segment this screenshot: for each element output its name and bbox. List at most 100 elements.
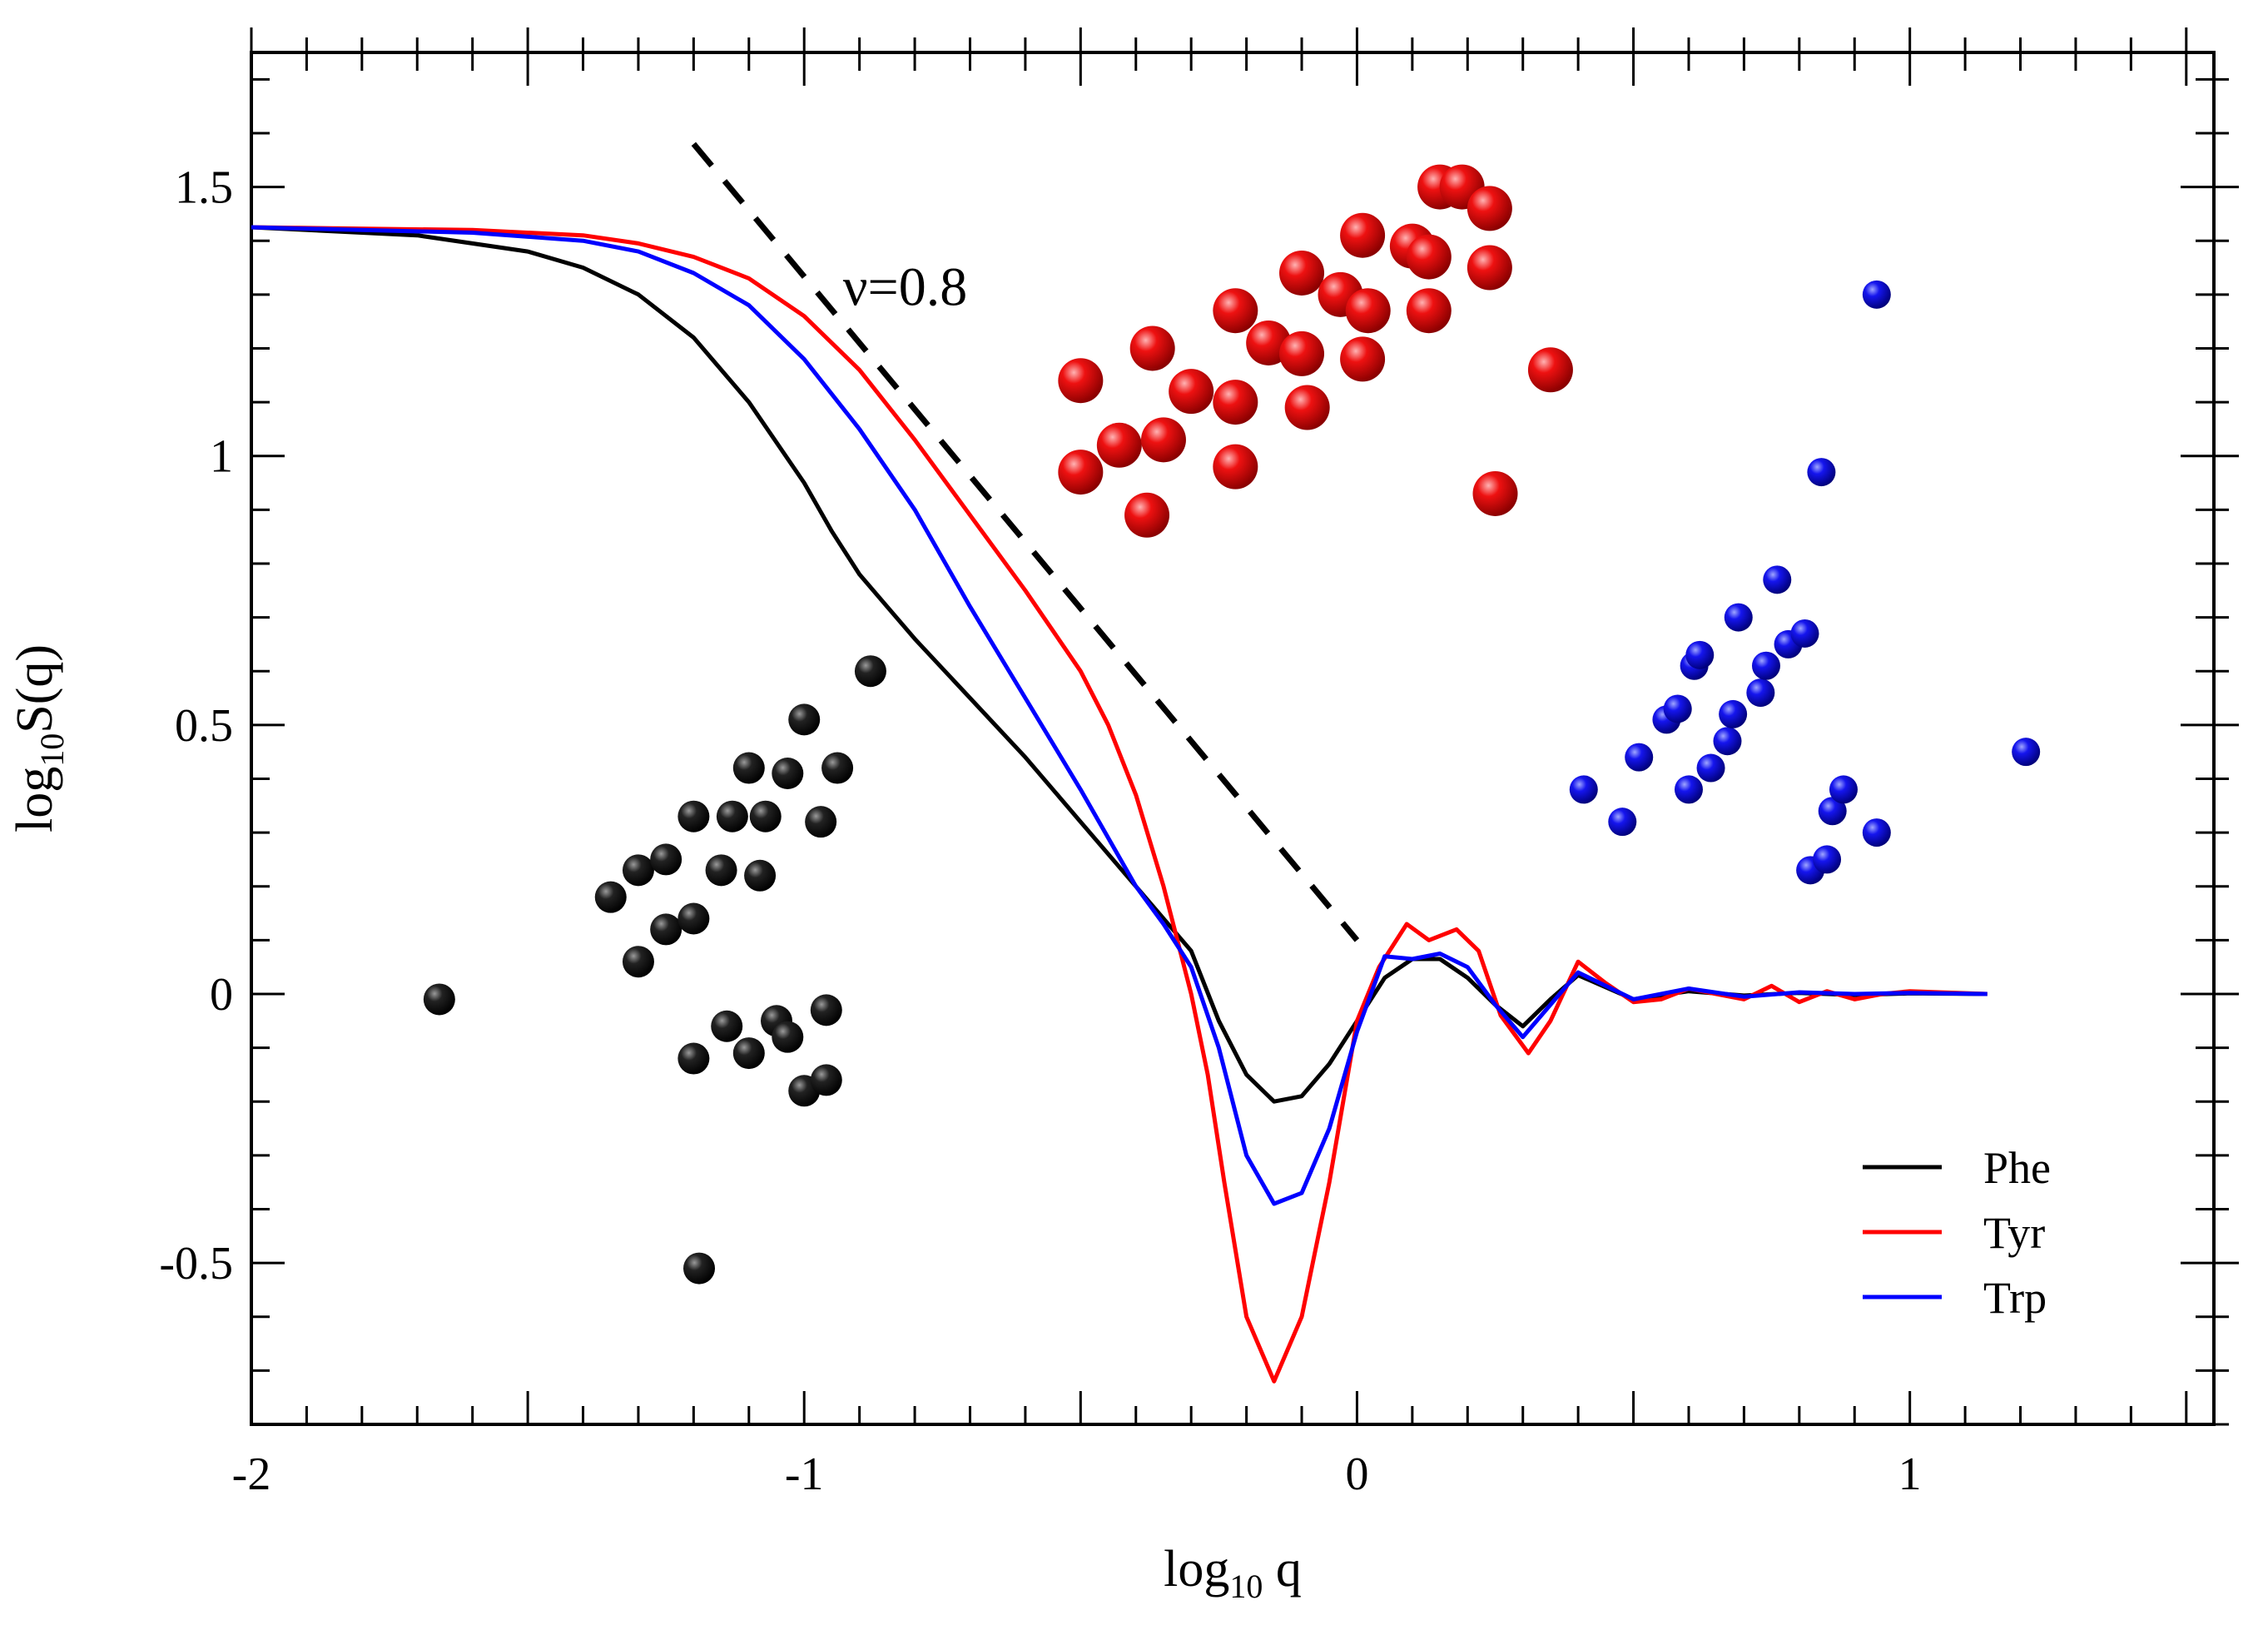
red-bead [1124,492,1170,538]
blue-bead [1674,775,1703,804]
blue-bead [1625,743,1654,772]
red-bead [1406,234,1452,280]
black-bead [744,859,777,892]
red-bead [1340,336,1386,382]
black-bead [622,946,654,978]
black-bead [650,913,682,946]
y-axis-label-sub: 10 [33,733,71,767]
x-axis-label-base: log [1164,1541,1229,1598]
red-bead [1140,417,1186,463]
blue-bead [1862,280,1891,309]
legend: Phe Tyr Trp [1863,1143,2051,1323]
red-bead [1467,186,1512,231]
blue-bead [1763,565,1792,594]
reference-slope-line [691,142,1360,942]
black-bead [423,983,455,1016]
blue-bead [1608,808,1637,837]
blue-bead [1685,640,1715,669]
blue-bead [1724,603,1753,632]
legend-label-tyr: Tyr [1983,1208,2045,1258]
y-tick-label: 1.5 [175,162,233,214]
red-bead [1169,369,1214,415]
red-bead [1279,330,1325,376]
y-tick-label: -0.5 [159,1238,233,1290]
x-axis-label: log10 q [1164,1541,1302,1605]
blue-bead [1790,619,1819,648]
series-line-tyr [251,225,1988,1384]
black-bead [594,881,627,913]
x-tick-label: -1 [785,1449,824,1500]
red-bead [1406,288,1452,334]
blue-bead [1663,694,1692,723]
plot-frame [250,51,2216,1426]
red-bead [1058,450,1104,495]
red-bead [1345,288,1391,334]
black-bead [772,1021,804,1053]
red-bead [1096,422,1142,468]
black-bead [716,800,748,832]
y-tick-label: 0.5 [175,700,233,752]
black-bead [821,752,854,784]
black-bead [805,806,837,838]
tick-labels: -2 -1 0 1 -0.5 0 0.5 1 1.5 [159,162,1921,1500]
y-axis-label: log10S(q) [7,644,71,832]
x-axis-label-sub: 10 [1229,1568,1263,1605]
red-bead [1213,288,1258,334]
black-bead [622,854,654,887]
red-bead [1129,325,1175,371]
black-bead [772,758,804,790]
black-bead [705,854,737,887]
x-tick-label: -2 [232,1449,271,1500]
blue-bead [1751,651,1780,680]
black-bead [810,994,842,1026]
black-bead [711,1010,743,1042]
blue-bead [1719,699,1748,728]
black-bead [749,800,782,832]
blue-bead [1569,775,1598,804]
black-bead [732,1037,765,1070]
y-tick-label: 1 [210,431,233,483]
y-axis-label-rest: S(q) [7,644,63,733]
red-bead [1058,358,1104,404]
black-bead [677,902,710,935]
red-bead [1340,212,1386,258]
black-bead [677,800,710,832]
blue-bead [1696,753,1725,783]
x-axis-label-rest: q [1263,1541,1302,1598]
x-tick-label: 0 [1345,1449,1368,1500]
x-tick-label: 1 [1898,1449,1922,1500]
series-line-phe [251,225,1988,1104]
red-bead [1213,380,1258,425]
blue-bead [1813,845,1842,874]
black-bead [732,752,765,784]
molecule-beads [423,164,2041,1285]
blue-bead [2012,738,2041,767]
series-lines [251,225,1988,1384]
axis-ticks [250,27,2239,1426]
blue-bead [1829,775,1858,804]
blue-bead [1818,797,1847,826]
blue-bead [1713,727,1742,756]
red-bead [1472,470,1518,516]
black-bead [650,843,682,876]
legend-label-trp: Trp [1983,1273,2047,1323]
black-bead [677,1042,710,1075]
red-bead [1467,245,1512,291]
y-axis-label-base: log [7,767,63,832]
black-bead [810,1064,842,1096]
black-bead [683,1252,716,1285]
blue-bead [1746,678,1775,708]
red-bead [1279,250,1325,296]
black-bead [854,655,886,688]
reference-slope-label: ν=0.8 [843,257,968,318]
black-bead [788,703,821,736]
y-tick-label: 0 [210,969,233,1021]
blue-bead [1862,818,1891,847]
series-line-trp [251,225,1988,1206]
red-bead [1213,444,1258,489]
legend-label-phe: Phe [1983,1143,2051,1193]
red-bead [1284,385,1330,430]
blue-bead [1807,458,1836,487]
red-bead [1527,347,1573,393]
